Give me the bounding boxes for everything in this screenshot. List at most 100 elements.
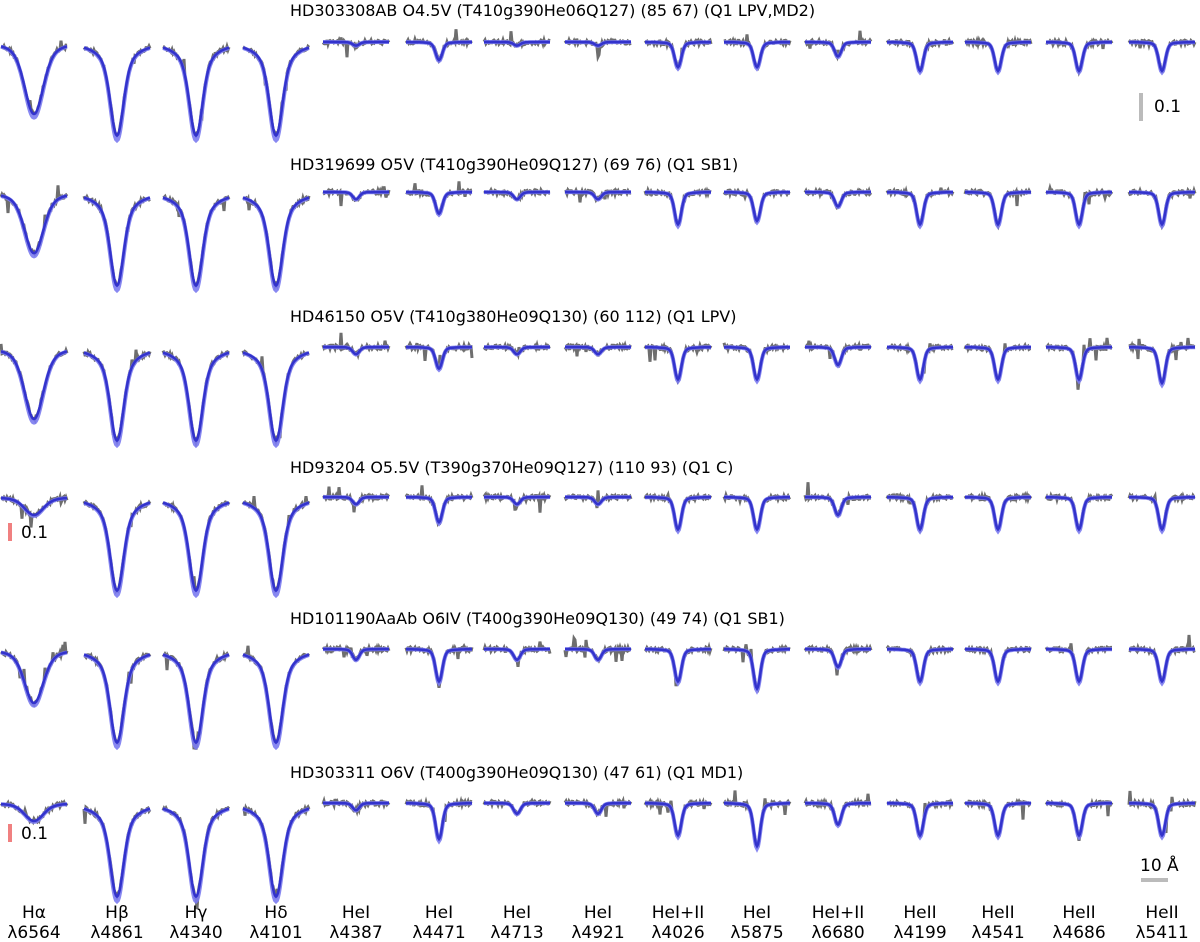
observed-spectrum-r4-c15	[1127, 491, 1196, 532]
panel-r6-c9	[643, 796, 713, 841]
panel-r2-c8	[564, 186, 632, 204]
model-spectrum-alt-r3-c1	[0, 349, 68, 425]
model-spectrum-r4-c11	[805, 495, 871, 517]
model-spectrum-alt-r4-c10	[724, 495, 790, 535]
model-spectrum-r6-c5	[323, 801, 389, 812]
panel-r6-c7	[482, 797, 552, 817]
panel-r2-c1	[0, 185, 69, 259]
line-label-15: HeII	[1145, 903, 1178, 923]
panel-r5-c11	[803, 642, 873, 676]
observed-spectrum-r3-c2	[82, 347, 152, 447]
model-spectrum-r6-c13	[965, 801, 1031, 838]
panel-r1-c8	[563, 35, 632, 63]
model-spectrum-alt-r5-c2	[83, 653, 151, 751]
observed-spectrum-r1-c15	[1127, 37, 1197, 73]
model-spectrum-r3-c4	[242, 351, 310, 443]
observed-spectrum-r4-c2	[82, 499, 152, 595]
star-title-4: HD93204 O5.5V (T390g370He09Q127) (110 93…	[290, 458, 733, 477]
panel-r4-c2	[82, 499, 152, 599]
model-spectrum-alt-r6-c4	[242, 807, 310, 905]
panel-r3-c12	[886, 341, 954, 385]
line-label-4: Hδ	[264, 903, 287, 923]
model-spectrum-r6-c2	[83, 807, 151, 899]
model-spectrum-r3-c2	[83, 351, 151, 443]
model-spectrum-alt-r1-c4	[242, 46, 310, 144]
panel-r3-c5	[321, 332, 391, 361]
spectral-panels	[0, 29, 1197, 910]
observed-spectrum-r5-c11	[803, 642, 873, 676]
model-spectrum-alt-r6-c12	[887, 801, 953, 841]
panel-r1-c2	[82, 42, 152, 144]
panel-r5-c13	[964, 644, 1032, 687]
model-spectrum-alt-r2-c15	[1129, 190, 1195, 230]
model-spectrum-r4-c3	[162, 501, 230, 593]
line-label-9: HeI+II	[652, 903, 705, 923]
model-spectrum-alt-r4-c2	[83, 501, 151, 599]
panel-r1-c7	[482, 31, 551, 50]
panel-r4-c13	[963, 490, 1033, 535]
model-spectrum-alt-r2-c9	[645, 190, 711, 230]
observed-spectrum-r2-c9	[643, 185, 712, 225]
model-spectrum-r6-c4	[242, 807, 310, 899]
panel-r2-c10	[722, 187, 791, 226]
model-spectrum-alt-r5-c11	[805, 647, 871, 671]
line-label-8: HeI	[584, 903, 612, 923]
model-spectrum-r6-c6	[406, 801, 472, 842]
observed-spectrum-r1-c3	[162, 41, 231, 139]
line-label-6: HeI	[425, 903, 453, 923]
star-title-6: HD303311 O6V (T400g390He09Q130) (47 61) …	[290, 763, 743, 782]
model-spectrum-r1-c15	[1129, 40, 1195, 73]
observed-spectrum-r1-c13	[964, 34, 1033, 75]
model-spectrum-alt-r4-c3	[162, 501, 230, 599]
model-spectrum-alt-r3-c4	[242, 351, 310, 449]
model-spectrum-r5-c7	[484, 647, 550, 662]
model-spectrum-r5-c10	[724, 648, 790, 692]
model-spectrum-r5-c8	[565, 647, 631, 662]
model-spectrum-r4-c15	[1129, 495, 1195, 532]
model-spectrum-alt-r5-c4	[242, 653, 310, 751]
panel-r6-c8	[563, 795, 633, 818]
model-spectrum-alt-r2-c4	[242, 196, 310, 294]
model-spectrum-alt-r3-c2	[83, 351, 151, 449]
panel-r6-c13	[963, 798, 1032, 841]
panel-r6-c2	[82, 804, 152, 905]
line-wavelength-14: λ4686	[1052, 923, 1105, 942]
line-wavelength-15: λ5411	[1135, 923, 1188, 942]
model-spectrum-alt-r6-c14	[1046, 801, 1112, 841]
model-spectrum-r5-c5	[323, 647, 389, 662]
star-title-1: HD303308AB O4.5V (T410g390He06Q127) (85 …	[290, 1, 815, 20]
panel-r4-c3	[161, 499, 231, 599]
panel-r6-c10	[722, 790, 792, 853]
model-spectrum-alt-r4-c9	[645, 495, 711, 535]
observed-spectrum-r5-c15	[1128, 634, 1196, 684]
model-spectrum-r2-c12	[887, 190, 953, 227]
observed-spectrum-r2-c1	[0, 185, 69, 257]
scale-bar-label-3: 0.1	[21, 824, 48, 844]
observed-spectrum-r3-c4	[241, 349, 310, 447]
observed-spectrum-r3-c11	[804, 340, 872, 369]
model-spectrum-alt-r2-c2	[83, 196, 151, 294]
model-spectrum-alt-r1-c1	[0, 44, 68, 120]
model-spectrum-alt-r6-c9	[645, 801, 711, 841]
observed-spectrum-r6-c6	[404, 795, 473, 840]
model-spectrum-r2-c11	[805, 190, 871, 208]
model-spectrum-alt-r5-c1	[0, 650, 68, 708]
model-spectrum-r6-c14	[1046, 801, 1112, 838]
model-spectrum-r2-c1	[0, 194, 68, 255]
model-spectrum-alt-r5-c12	[887, 647, 953, 687]
star-title-2: HD319699 O5V (T410g390He09Q127) (69 76) …	[290, 155, 738, 174]
observed-spectrum-r4-c6	[404, 485, 474, 528]
model-spectrum-r2-c9	[645, 190, 711, 227]
panel-r1-c12	[885, 36, 955, 76]
panel-r1-c14	[1045, 36, 1114, 77]
observed-spectrum-r3-c15	[1128, 337, 1196, 385]
row-titles: HD303308AB O4.5V (T410g390He06Q127) (85 …	[290, 1, 815, 782]
model-spectrum-r1-c7	[484, 40, 550, 47]
observed-spectrum-r5-c12	[885, 644, 955, 684]
model-spectrum-r5-c14	[1046, 647, 1112, 684]
panel-r5-c15	[1128, 634, 1196, 687]
model-spectrum-alt-r5-c9	[645, 647, 711, 687]
line-wavelength-7: λ4713	[490, 923, 543, 942]
panel-r5-c12	[885, 644, 955, 687]
model-spectrum-r1-c1	[0, 45, 68, 116]
